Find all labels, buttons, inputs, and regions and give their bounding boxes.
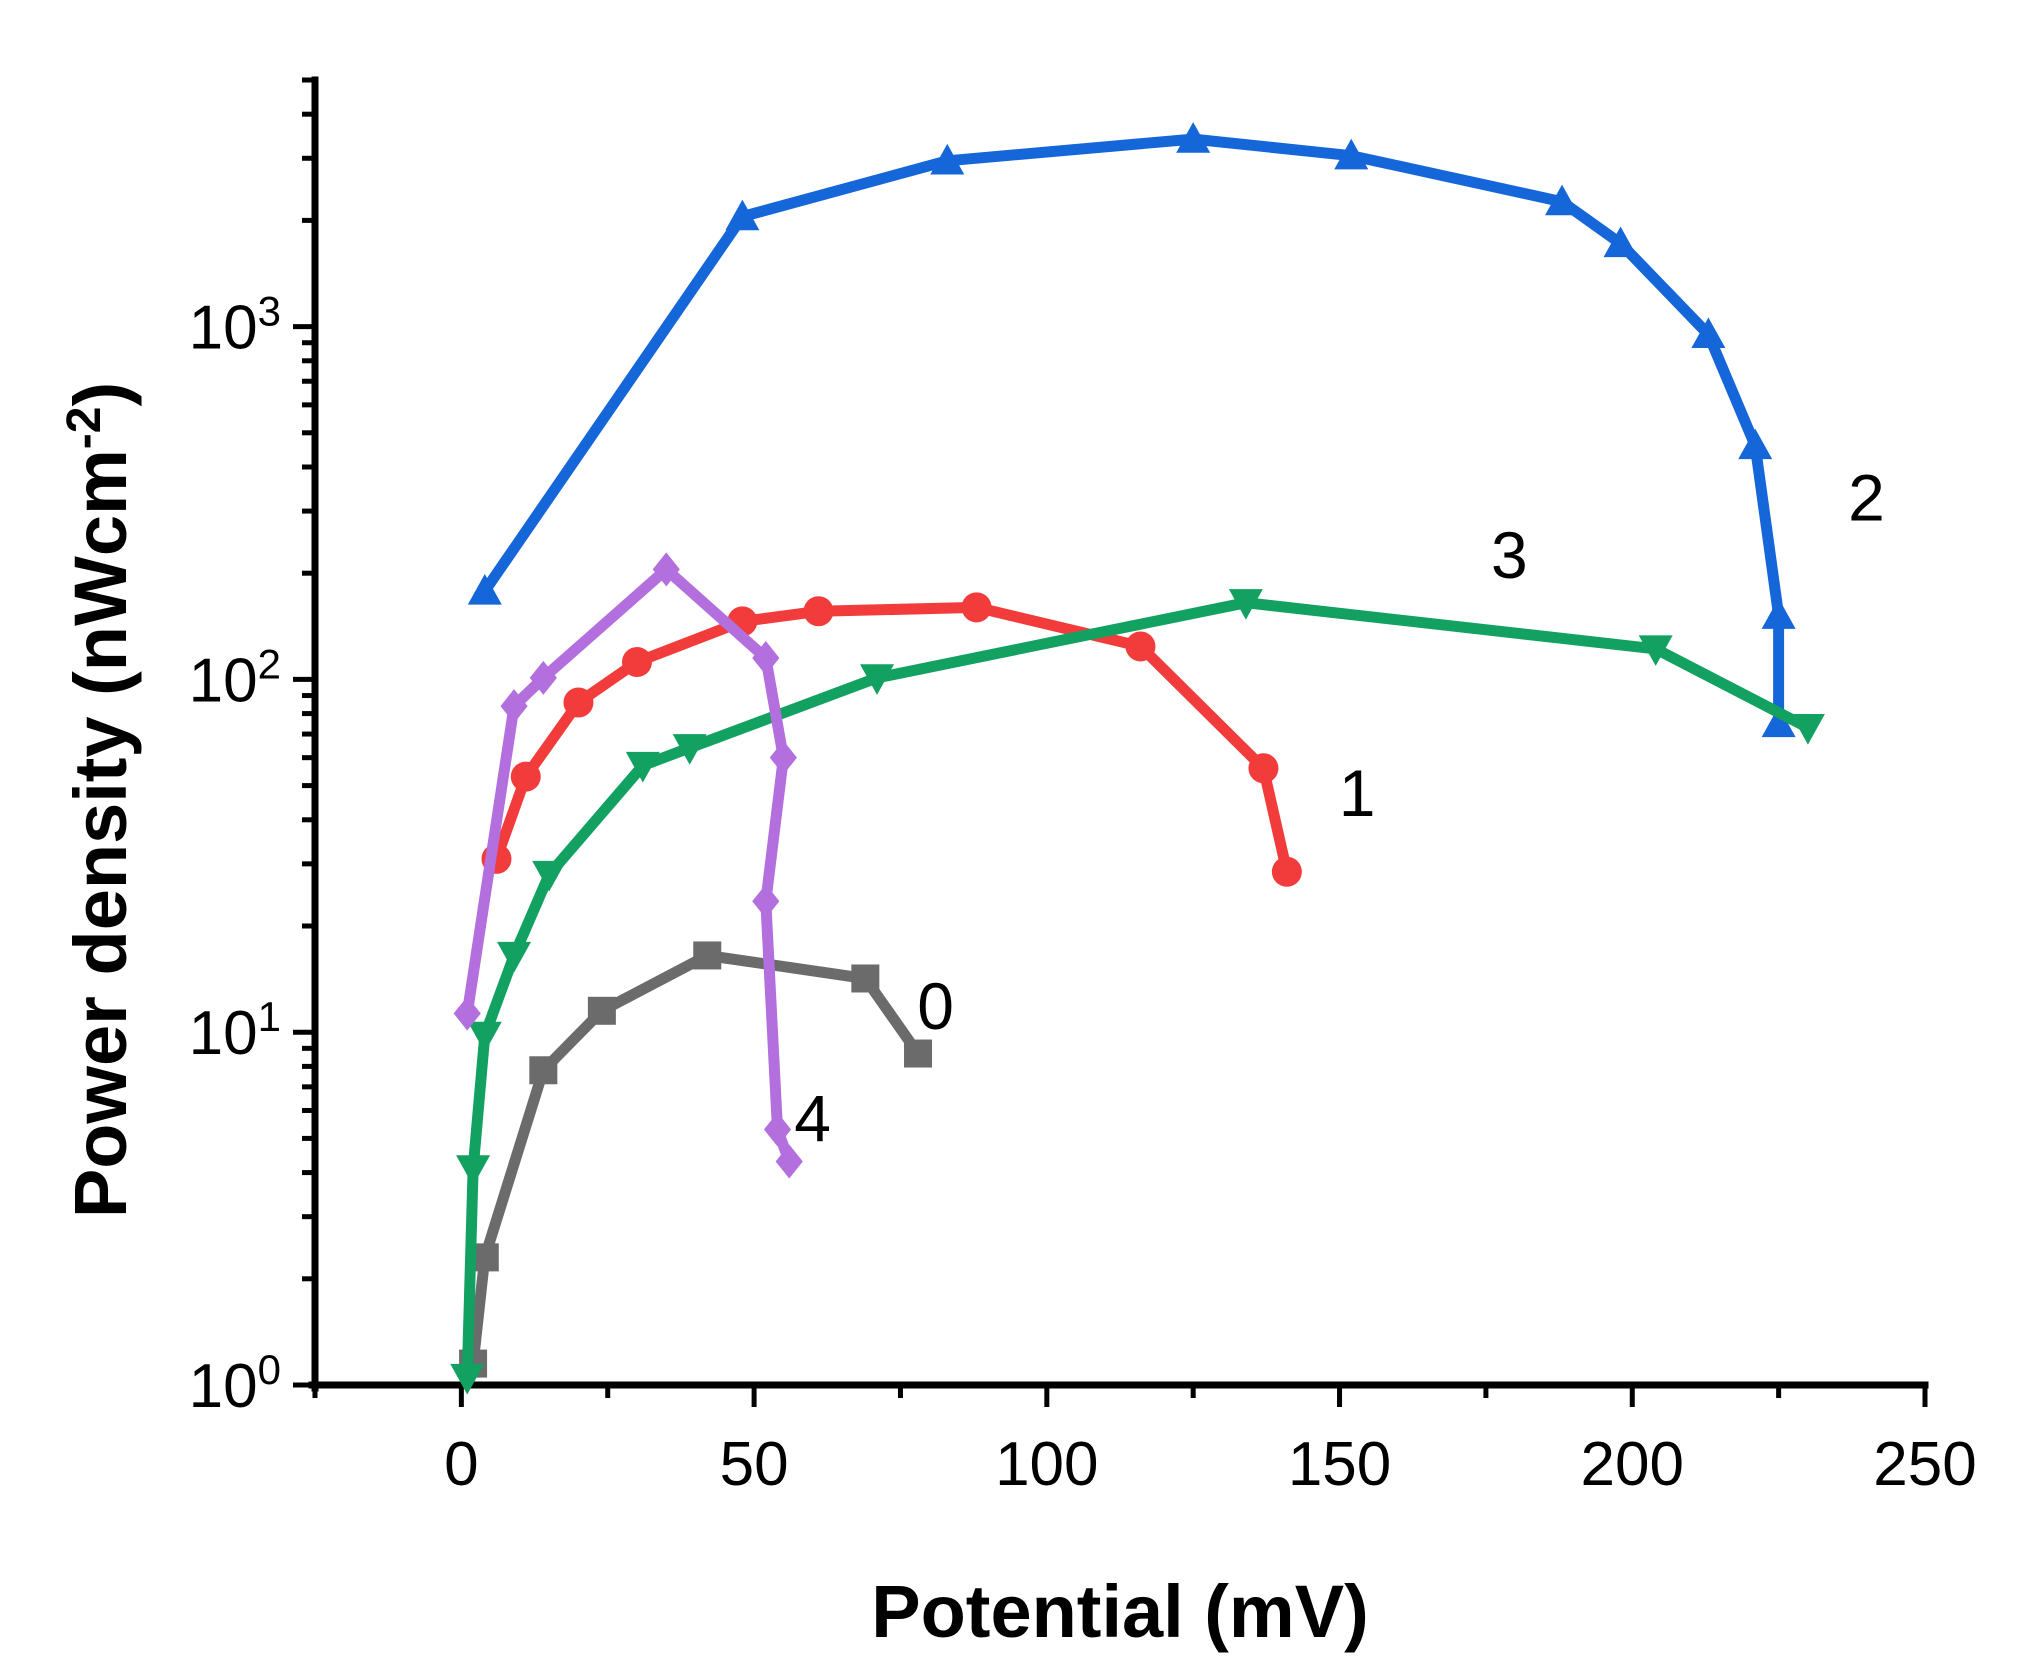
series-group [450,122,1825,1395]
x-tick-label: 50 [720,1430,789,1499]
x-tick-label: 150 [1288,1430,1391,1499]
data-point [1176,122,1211,153]
y-tick-label: 101 [189,993,281,1069]
data-point [763,1112,792,1147]
data-point [961,592,992,623]
series-line-3 [461,597,1814,1383]
x-axis-title: Potential (mV) [871,1570,1368,1653]
data-point [1248,753,1279,784]
y-tick-label-exponent: 0 [258,1346,281,1393]
data-point [625,751,660,783]
data-point [510,761,541,792]
data-point [752,884,780,919]
data-point [529,660,557,695]
data-point [450,1363,485,1395]
data-point [1334,138,1369,170]
data-point [497,941,532,973]
series-4 [453,552,803,1179]
data-point [453,996,481,1031]
data-point [652,552,680,587]
data-point [563,687,594,718]
data-point [1228,589,1263,620]
y-axis-title-main: Power density (nWcm [59,449,142,1218]
series-1 [481,592,1302,887]
y-tick-label-base: 10 [189,999,258,1068]
series-label-3: 3 [1491,518,1528,592]
series-label-1: 1 [1339,756,1376,830]
series-2 [467,122,1796,738]
data-point [1125,631,1156,662]
y-tick-label-exponent: 2 [258,640,281,687]
y-tick-label-base: 10 [189,294,258,363]
series-3 [450,589,1825,1395]
x-tick-label: 200 [1581,1430,1684,1499]
data-point [860,664,895,695]
x-tick-label: 0 [444,1430,478,1499]
y-axis-title-close: ) [59,382,142,407]
data-point [752,640,780,675]
series-label-4: 4 [794,1081,831,1155]
y-tick-label: 100 [189,1346,281,1422]
data-point [1603,226,1638,258]
series-line-1 [491,601,1293,878]
data-point [725,199,760,231]
data-point [1790,714,1825,745]
data-point [1638,635,1673,666]
data-point [1738,428,1773,460]
y-axis-title: Power density (nWcm-2) [58,382,143,1218]
series-line-0 [467,950,924,1370]
y-tick-label-exponent: 3 [258,287,281,334]
y-tick-label-base: 10 [189,646,258,715]
y-tick-label: 102 [189,640,281,716]
data-point [1271,856,1302,887]
x-tick-label: 100 [995,1430,1098,1499]
data-point [851,964,880,993]
x-tick-label: 250 [1873,1430,1976,1499]
data-point [529,1056,558,1085]
data-point [693,941,722,970]
data-point [803,596,834,627]
data-point [904,1039,933,1068]
data-point [456,1155,491,1186]
data-point [467,574,502,605]
y-tick-label: 103 [189,287,281,363]
series-label-0: 0 [917,969,954,1043]
data-point [532,860,567,892]
series-labels-group: 0 1 2 3 4 [794,461,1885,1156]
data-point [587,996,616,1025]
data-point [467,1021,502,1053]
data-point [1761,706,1796,738]
y-tick-label-exponent: 1 [258,993,281,1040]
series-label-2: 2 [1848,461,1885,535]
data-point [1545,184,1580,216]
data-point [1691,317,1726,349]
data-point [1761,598,1796,629]
data-point [622,647,652,678]
y-tick-label-base: 10 [189,1352,258,1421]
data-point [672,734,707,765]
data-point [769,740,797,775]
data-point [775,1144,803,1179]
series-0 [459,941,933,1378]
y-axis-title-exponent: -2 [58,407,111,450]
data-point [500,689,528,724]
data-point [930,143,965,175]
